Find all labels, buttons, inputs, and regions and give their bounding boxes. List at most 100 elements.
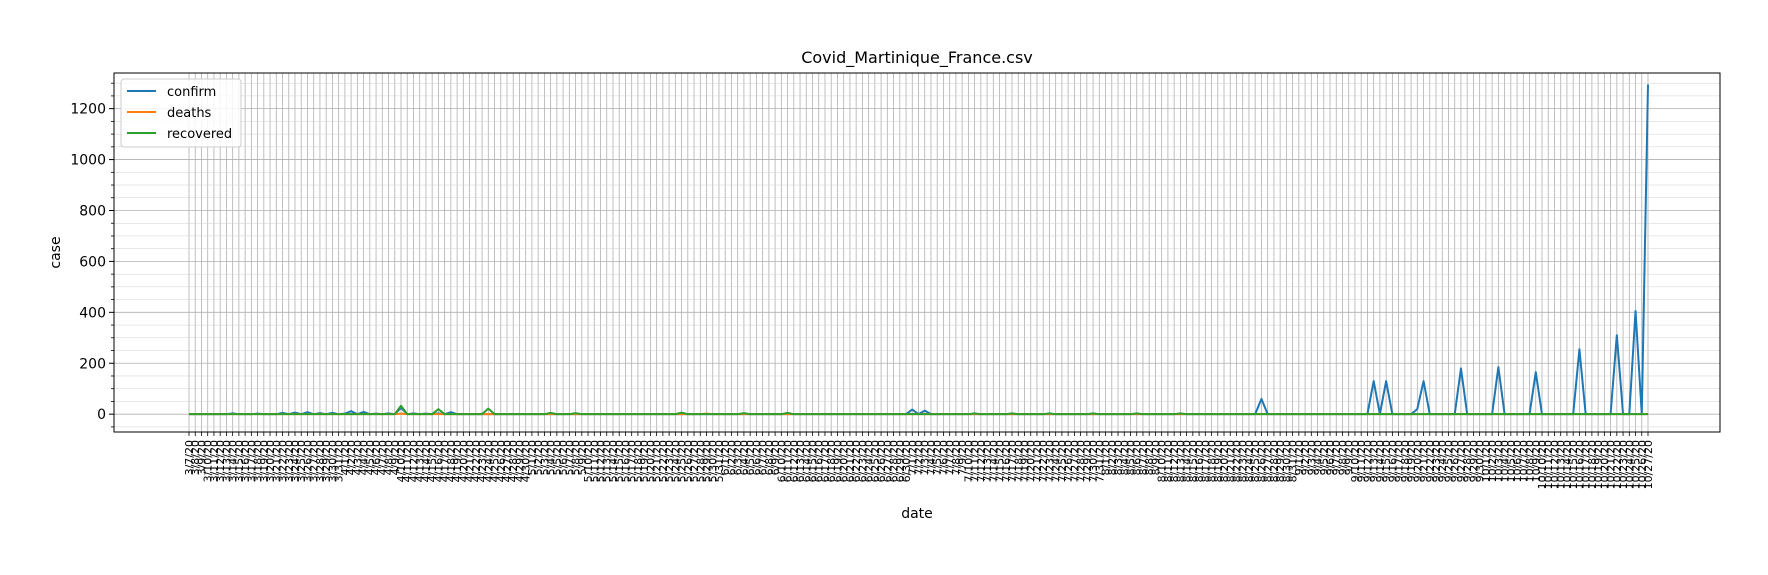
x-tick-label: 3/20/20 [264,440,277,482]
x-tick-label: 10/16/20 [1573,440,1586,489]
x-tick-label: 4/25/20 [489,440,502,482]
x-tick-label: 10/21/20 [1605,440,1618,489]
x-tick-label: 7/22/20 [1037,440,1050,482]
x-tick-label: 9/6/20 [1324,440,1337,475]
x-tick-label: 6/21/20 [844,440,857,482]
x-tick-label: 4/18/20 [445,440,458,482]
x-tick-label: 9/15/20 [1380,440,1393,482]
x-tick-label: 9/22/20 [1424,440,1437,482]
x-tick-label: 5/8/20 [570,440,583,475]
x-tick-label: 6/19/20 [831,440,844,482]
x-tick-label: 4/8/20 [383,440,396,475]
x-tick-label: 10/11/20 [1542,440,1555,489]
x-tick-label: 4/4/20 [358,440,371,475]
x-tick-label: 9/11/20 [1355,440,1368,482]
x-tick-label: 9/13/20 [1368,440,1381,482]
x-tick-label: 10/2/20 [1486,440,1499,482]
x-tick-label: 4/23/20 [476,440,489,482]
x-tick-label: 3/16/20 [239,440,252,482]
x-tick-label: 4/9/20 [389,440,402,475]
x-tick-label: 6/13/20 [794,440,807,482]
x-tick-label: 6/26/20 [875,440,888,482]
x-tick-label: 10/12/20 [1548,440,1561,489]
x-tick-label: 10/24/20 [1623,440,1636,489]
x-tick-label: 4/5/20 [364,440,377,475]
x-tick-label: 10/10/20 [1536,440,1549,489]
x-tick-label: 8/17/20 [1199,440,1212,482]
chart-title: Covid_Martinique_France.csv [801,48,1033,68]
x-tick-label: 4/15/20 [426,440,439,482]
x-tick-label: 5/18/20 [632,440,645,482]
x-tick-label: 10/22/20 [1611,440,1624,489]
x-tick-label: 8/29/20 [1274,440,1287,482]
x-tick-label: 10/26/20 [1636,440,1649,489]
x-tick-label: 7/20/20 [1025,440,1038,482]
x-tick-label: 9/3/20 [1305,440,1318,475]
series-lines [189,84,1649,416]
y-axis-label: case [48,236,64,268]
x-tick-label: 9/24/20 [1436,440,1449,482]
x-tick-label: 9/12/20 [1361,440,1374,482]
series-line-recovered [189,404,1648,416]
y-axis-ticks: 0 200 400 600 800 1000 1200 [70,82,114,428]
x-axis-label: date [901,506,933,522]
x-tick-label: 10/23/20 [1617,440,1630,489]
x-tick-label: 3/18/20 [252,440,265,482]
x-tick-label: 3/28/20 [314,440,327,482]
x-tick-label: 4/24/20 [482,440,495,482]
x-tick-label: 10/18/20 [1586,440,1599,489]
x-tick-label: 7/28/20 [1075,440,1088,482]
x-tick-label: 8/21/20 [1224,440,1237,482]
x-tick-label: 7/4/20 [925,440,938,475]
y-tick-label: 1000 [70,153,106,169]
y-tick-label: 0 [97,407,106,423]
x-tick-label: 4/1/20 [339,440,352,475]
x-tick-label: 5/5/20 [551,440,564,475]
x-tick-label: 5/2/20 [532,440,545,475]
x-tick-label: 4/16/20 [432,440,445,482]
x-tick-label: 4/21/20 [464,440,477,482]
x-tick-label: 7/16/20 [1000,440,1013,482]
x-tick-label: 7/10/20 [962,440,975,482]
x-tick-label: 9/14/20 [1374,440,1387,482]
x-tick-label: 3/7/20 [183,440,196,475]
x-tick-label: 8/14/20 [1181,440,1194,482]
x-tick-label: 8/25/20 [1249,440,1262,482]
x-tick-label: 8/10/20 [1156,440,1169,482]
plot-frame [113,72,1721,433]
x-tick-label: 8/26/20 [1255,440,1268,482]
x-tick-label: 8/22/20 [1230,440,1243,482]
x-tick-label: 4/3/20 [351,440,364,475]
x-tick-label: 4/12/20 [407,440,420,482]
x-tick-label: 4/26/20 [495,440,508,482]
x-tick-label: 7/23/20 [1043,440,1056,482]
x-tick-label: 7/2/20 [913,440,926,475]
x-tick-label: 9/28/20 [1461,440,1474,482]
x-tick-label: 9/29/20 [1467,440,1480,482]
x-tick-label: 5/10/20 [582,440,595,482]
x-tick-label: 4/2/20 [345,440,358,475]
x-tick-label: 5/1/20 [526,440,539,475]
x-tick-label: 7/17/20 [1006,440,1019,482]
x-tick-label: 8/7/20 [1137,440,1150,475]
x-tick-label: 5/4/20 [545,440,558,475]
x-tick-label: 6/5/20 [744,440,757,475]
x-tick-label: 9/2/20 [1299,440,1312,475]
y-tick-label: 400 [79,305,106,321]
x-tick-label: 3/26/20 [301,440,314,482]
x-tick-label: 4/27/20 [501,440,514,482]
y-tick-label: 1200 [70,102,106,118]
x-tick-label: 5/12/20 [595,440,608,482]
x-tick-label: 5/31/20 [713,440,726,482]
x-tick-label: 7/29/20 [1081,440,1094,482]
x-tick-label: 9/17/20 [1393,440,1406,482]
x-tick-label: 5/3/20 [538,440,551,475]
x-tick-label: 9/5/20 [1318,440,1331,475]
legend-label-deaths: deaths [167,106,212,121]
x-tick-label: 5/14/20 [607,440,620,482]
legend-box [120,78,242,148]
x-tick-label: 10/17/20 [1580,440,1593,489]
x-tick-label: 10/9/20 [1530,440,1543,482]
x-tick-label: 8/30/20 [1280,440,1293,482]
